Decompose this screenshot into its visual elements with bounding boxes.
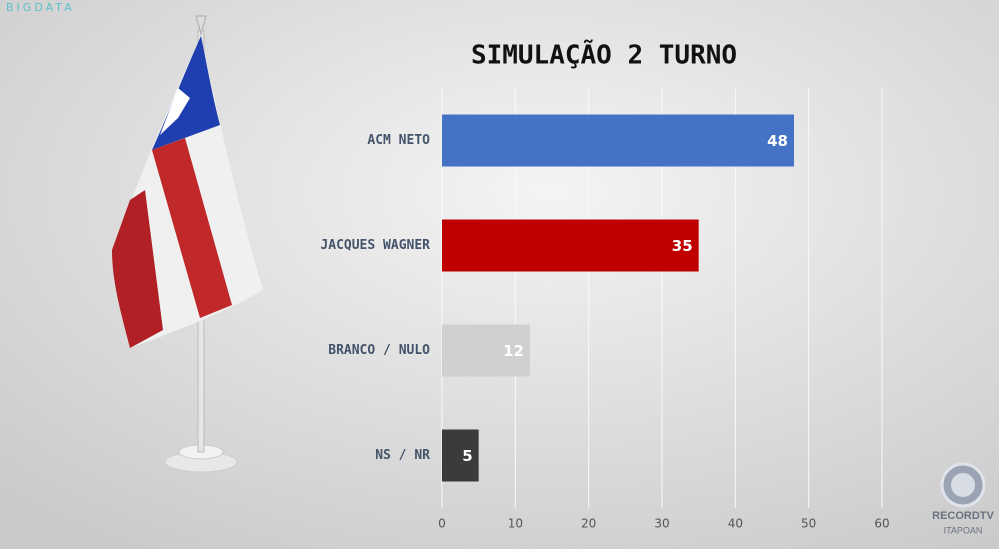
bar	[442, 324, 530, 377]
logo: RECORDTV ITAPOAN	[932, 462, 995, 535]
bar	[442, 429, 479, 482]
flag	[112, 15, 263, 473]
y-tick-label: JACQUES WAGNER	[320, 238, 430, 253]
logo-location: ITAPOAN	[944, 525, 983, 535]
value-label: 12	[503, 342, 524, 360]
x-tick-label: 0	[438, 517, 446, 531]
x-tick-label: 20	[581, 517, 596, 531]
x-tick-label: 30	[654, 517, 669, 531]
value-label: 35	[672, 237, 693, 255]
y-tick-label: NS / NR	[375, 448, 430, 463]
bar	[442, 219, 699, 272]
chart-title: SIMULAÇÃO 2 TURNO	[471, 39, 737, 71]
y-tick-label: BRANCO / NULO	[328, 343, 430, 358]
y-tick-label: ACM NETO	[367, 133, 430, 148]
x-tick-label: 60	[874, 517, 889, 531]
x-tick-label: 40	[728, 517, 743, 531]
brand: BIGDATA	[6, 1, 75, 14]
value-label: 5	[462, 447, 472, 465]
x-tick-label: 10	[508, 517, 523, 531]
bar	[442, 114, 794, 167]
logo-name: RECORDTV	[932, 510, 994, 522]
x-tick-label: 50	[801, 517, 816, 531]
value-label: 48	[767, 132, 788, 150]
